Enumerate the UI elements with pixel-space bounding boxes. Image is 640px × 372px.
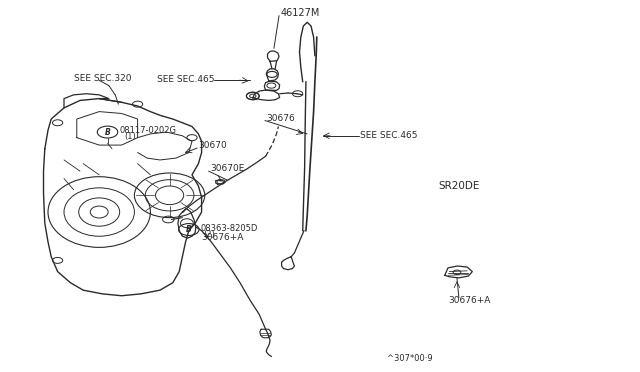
Text: B: B bbox=[186, 225, 192, 234]
Text: 08363-8205D: 08363-8205D bbox=[200, 224, 258, 232]
Text: 30676: 30676 bbox=[266, 114, 295, 123]
Text: ^307​*​00​·9: ^307​*​00​·9 bbox=[387, 355, 433, 363]
Text: (2): (2) bbox=[204, 230, 215, 239]
Text: B: B bbox=[104, 128, 111, 137]
Text: 30670E: 30670E bbox=[210, 164, 244, 173]
Text: SEE SEC.465: SEE SEC.465 bbox=[157, 76, 214, 84]
Text: 30676+A: 30676+A bbox=[202, 233, 244, 242]
Text: SEE SEC.465: SEE SEC.465 bbox=[360, 131, 418, 140]
Text: SR20DE: SR20DE bbox=[438, 181, 480, 191]
Text: 30676+A: 30676+A bbox=[448, 296, 490, 305]
Text: SEE SEC.320: SEE SEC.320 bbox=[74, 74, 131, 83]
Text: (1): (1) bbox=[124, 132, 136, 141]
Text: 08117-0202G: 08117-0202G bbox=[119, 126, 176, 135]
Text: 30670: 30670 bbox=[198, 141, 227, 150]
Text: 46127M: 46127M bbox=[280, 8, 320, 18]
